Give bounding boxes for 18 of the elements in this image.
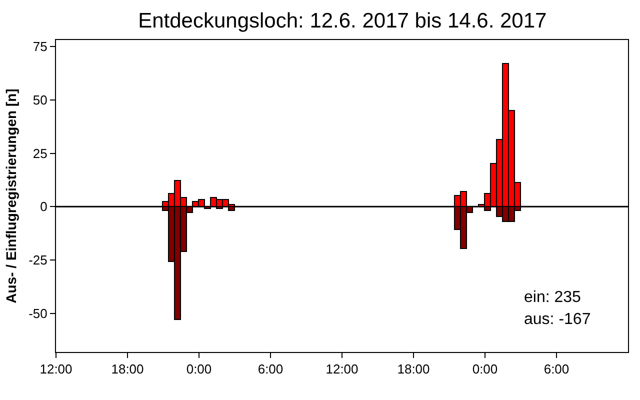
- x-tick-label: 0:00: [472, 362, 498, 377]
- x-tick-label: 0:00: [186, 362, 212, 377]
- y-tick-label: 25: [32, 146, 48, 161]
- y-tick-label: -25: [28, 252, 48, 268]
- y-axis-title: Aus- / Einflugregistrierungen [n]: [3, 88, 20, 304]
- x-tick-label: 12:00: [40, 362, 72, 377]
- y-tick-label: 0: [40, 199, 48, 214]
- x-tick-label: 12:00: [326, 362, 358, 377]
- chart-title: Entdeckungsloch: 12.6. 2017 bis 14.6. 2017: [138, 9, 547, 32]
- y-tick-label: 50: [32, 92, 48, 108]
- y-tick-label: -50: [28, 306, 48, 322]
- y-tick-label: 75: [32, 38, 48, 54]
- annotation: aus: -167: [524, 311, 591, 328]
- x-tick-label: 18:00: [397, 362, 430, 377]
- annotation: ein: 235: [524, 289, 582, 306]
- x-tick-label: 6:00: [258, 362, 284, 377]
- x-tick-label: 18:00: [111, 362, 144, 377]
- x-tick-label: 6:00: [544, 362, 570, 377]
